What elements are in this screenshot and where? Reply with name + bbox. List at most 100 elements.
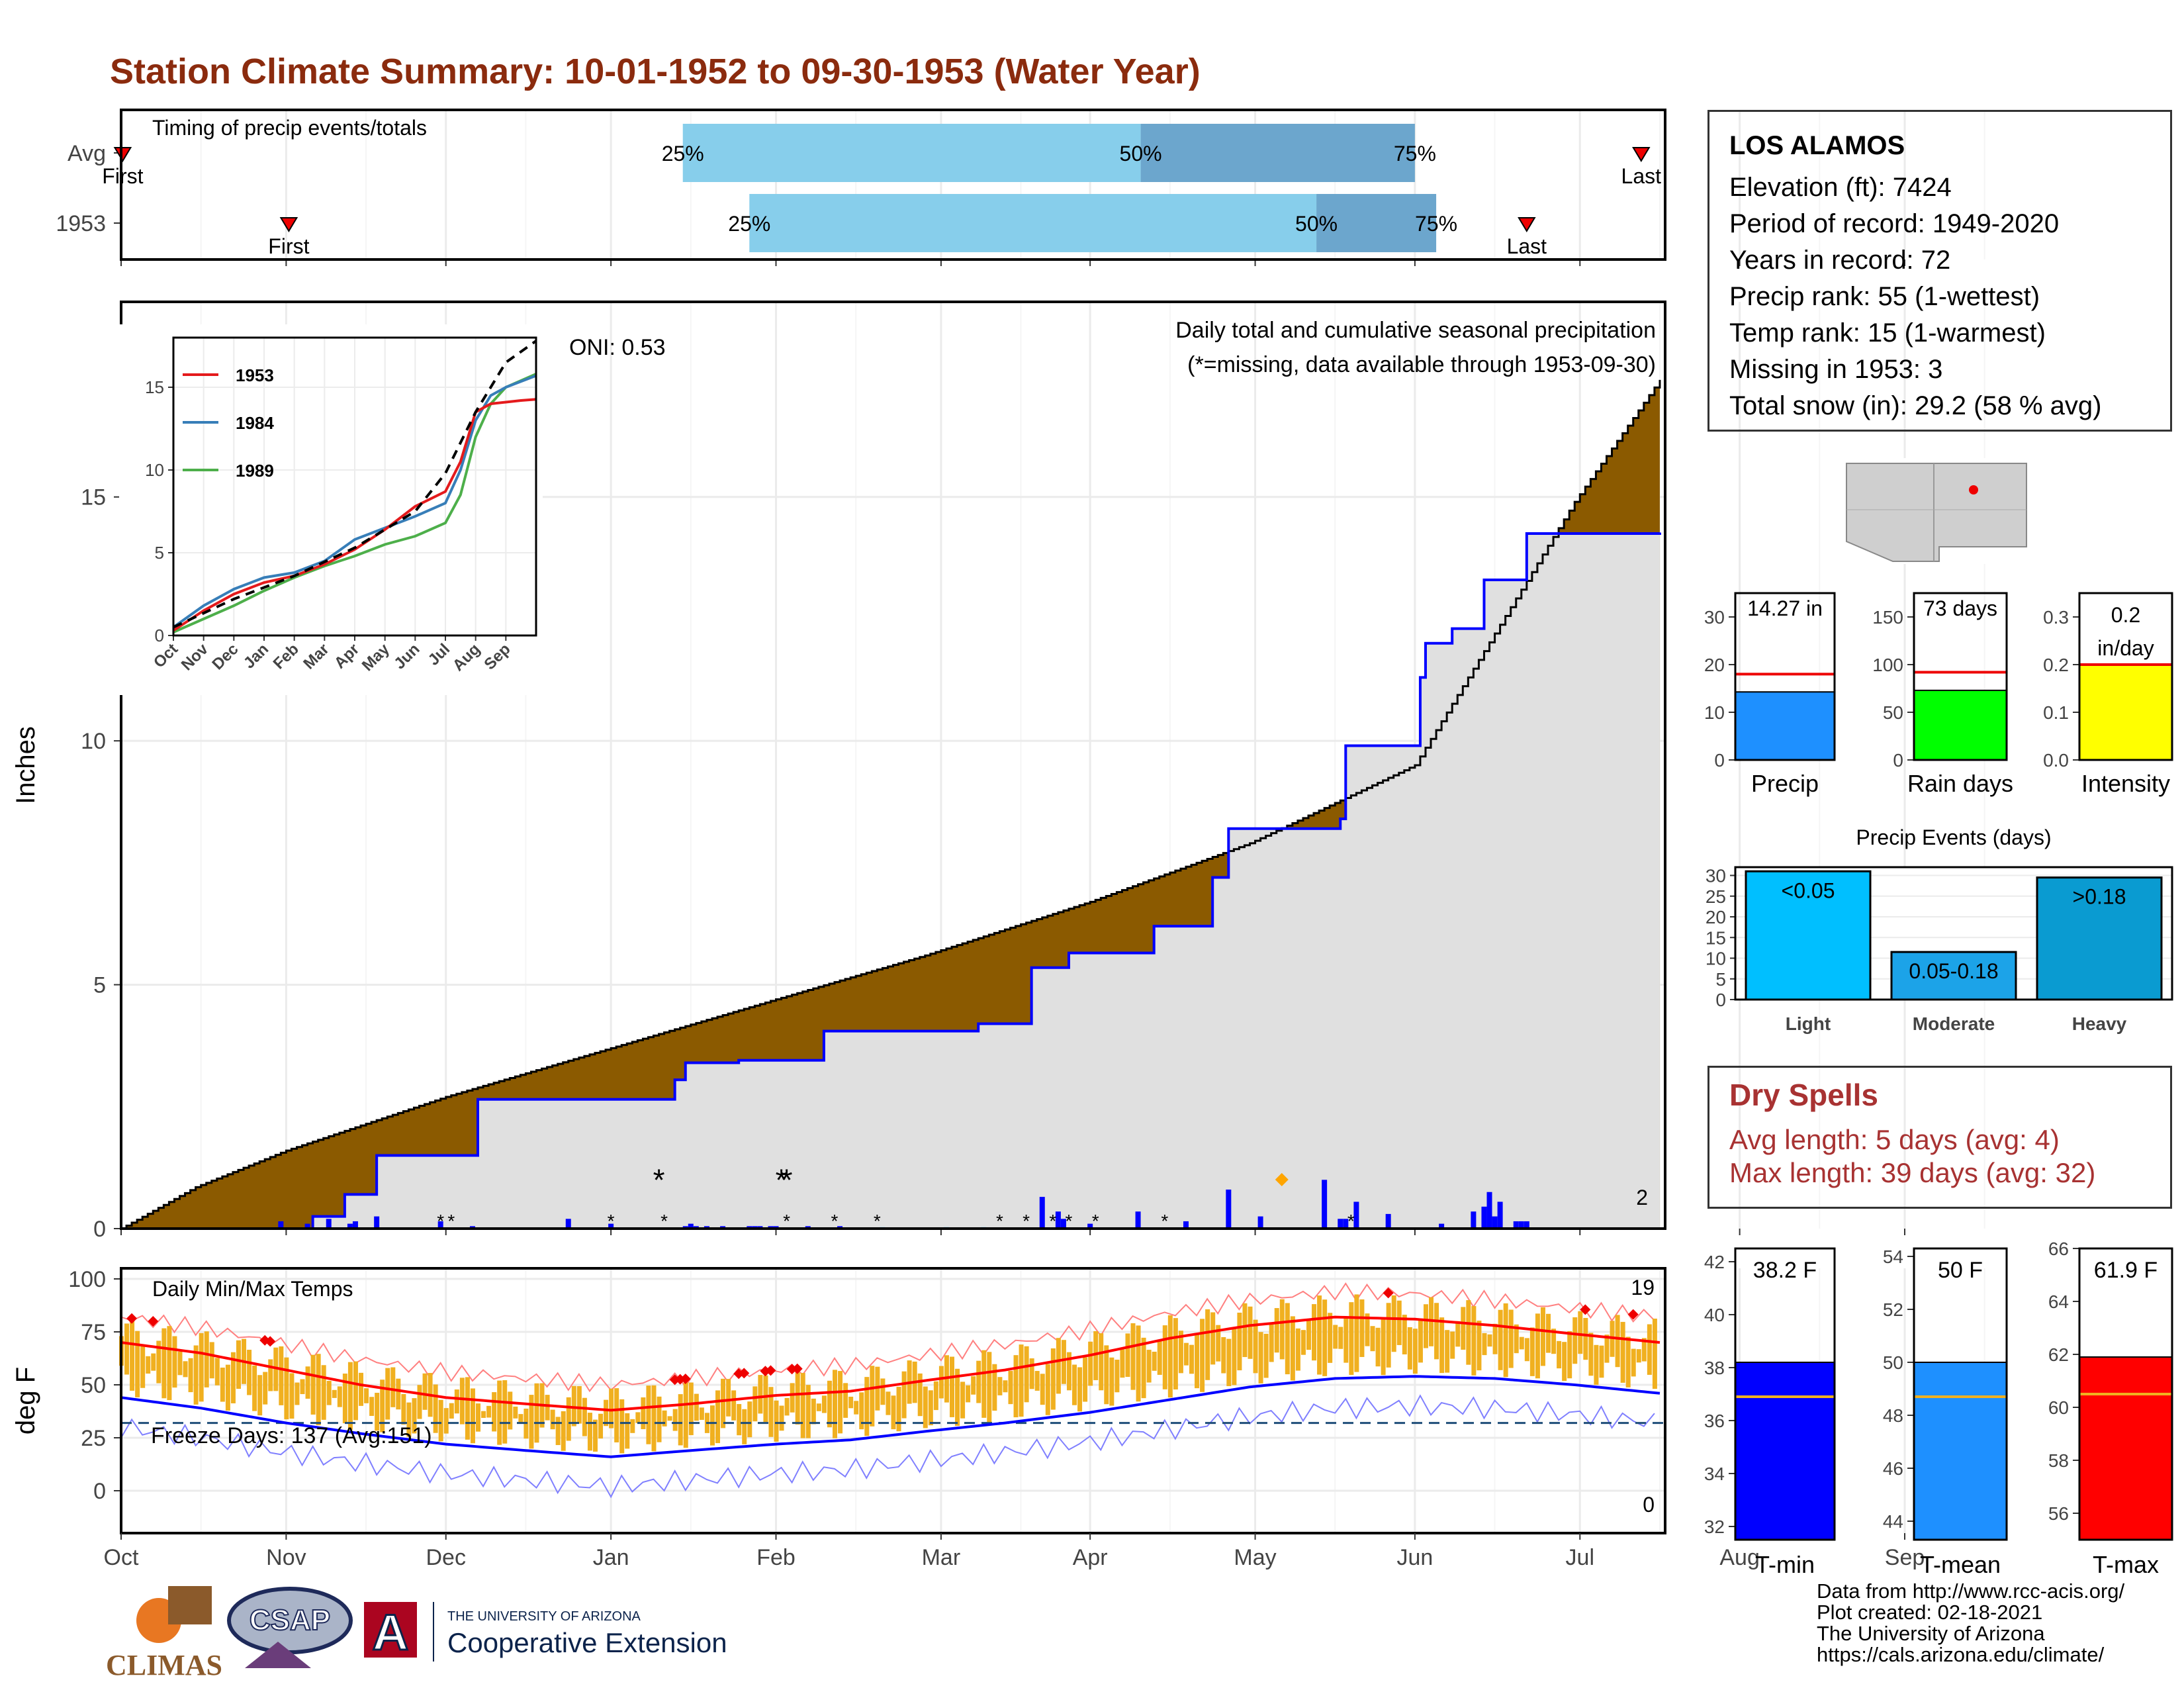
temp-means-panels: 32 34 36 38 40 42 38.2 F T-min 44 46 48 50 52 54 50 F T… — [1704, 1239, 2173, 1578]
inset-y-tick-label: 15 — [145, 377, 164, 397]
missing-day-marker: * — [776, 1162, 788, 1197]
temp-daily-range-bar — [928, 1390, 933, 1426]
trace-precip-marker: * — [783, 1211, 790, 1231]
temp-daily-range-bar — [476, 1403, 481, 1432]
temp-daily-range-bar — [587, 1413, 592, 1451]
temp-daily-range-bar — [135, 1331, 140, 1397]
temp-daily-range-bar — [295, 1382, 300, 1405]
daily-precip-bar — [437, 1221, 443, 1229]
trace-precip-marker: * — [608, 1211, 615, 1231]
temp-daily-range-bar — [859, 1392, 864, 1430]
tmeans-y-tick-label: 62 — [2048, 1344, 2069, 1365]
trace-precip-marker: * — [874, 1211, 881, 1231]
totals-y-tick-label: 30 — [1704, 607, 1725, 628]
x-tick-label: Aug — [1719, 1545, 1760, 1570]
temp-y-tick-label: 25 — [81, 1426, 106, 1451]
temp-daily-range-bar — [225, 1364, 230, 1411]
temp-daily-range-bar — [1557, 1340, 1562, 1369]
temp-daily-range-bar — [433, 1384, 438, 1433]
temp-daily-range-bar — [1056, 1338, 1061, 1394]
x-tick-label: Jul — [1566, 1545, 1594, 1570]
temp-daily-range-bar — [1322, 1299, 1328, 1376]
temp-daily-range-bar — [321, 1365, 326, 1420]
temp-daily-range-bar — [917, 1373, 923, 1417]
daily-precip-bar — [688, 1223, 694, 1229]
footer-line-date: Plot created: 02-18-2021 — [1817, 1601, 2043, 1624]
daily-precip-bar — [1343, 1219, 1349, 1229]
totals-y-tick-label: 100 — [1872, 655, 1903, 675]
record-high-marker — [669, 1374, 680, 1385]
temp-daily-range-bar — [571, 1385, 576, 1427]
timing-row-label: 1953 — [56, 211, 106, 236]
temp-daily-range-bar — [614, 1388, 619, 1442]
record-high-marker — [739, 1368, 750, 1379]
totals-y-tick-label: 0.1 — [2043, 702, 2069, 723]
trace-precip-marker: * — [437, 1211, 444, 1231]
temp-daily-range-bar — [1263, 1333, 1269, 1378]
temp-daily-range-bar — [1524, 1338, 1529, 1362]
record-high-count: 19 — [1631, 1276, 1655, 1299]
temp-daily-range-bar — [966, 1385, 971, 1403]
temp-daily-range-bar — [518, 1414, 523, 1423]
temp-daily-range-bar — [140, 1346, 146, 1388]
temp-daily-range-bar — [1354, 1294, 1359, 1372]
tmeans-y-tick-label: 66 — [2048, 1239, 2069, 1259]
events-y-tick-label: 20 — [1706, 907, 1726, 927]
inset-y-tick-label: 5 — [155, 543, 164, 563]
temp-avg-max-line — [120, 1315, 1661, 1412]
temp-daily-range-bar — [289, 1373, 295, 1419]
temp-daily-range-bar — [1386, 1303, 1391, 1368]
temp-daily-range-bar — [529, 1395, 534, 1449]
temp-daily-range-bar — [204, 1331, 209, 1387]
temp-daily-range-bar — [657, 1396, 662, 1442]
temp-daily-range-bar — [406, 1402, 412, 1437]
temp-daily-range-bar — [1104, 1345, 1109, 1405]
temp-daily-range-bar — [1195, 1334, 1200, 1389]
temp-daily-range-bar — [1029, 1358, 1034, 1389]
temp-daily-range-bar — [156, 1340, 161, 1383]
cum-subtitle: (*=missing, data available through 1953-… — [1187, 352, 1656, 377]
temp-daily-range-bar — [1508, 1309, 1514, 1368]
temp-daily-range-bar — [1173, 1318, 1178, 1390]
timing-p25-label: 25% — [662, 142, 704, 165]
record-high-marker — [148, 1316, 159, 1327]
timing-first-marker — [279, 217, 298, 232]
daily-precip-bar — [304, 1223, 310, 1229]
station-missing: Missing in 1953: 3 — [1729, 355, 1943, 384]
dry-spells-max: Max length: 39 days (avg: 32) — [1729, 1157, 2096, 1188]
temp-daily-range-bar — [1402, 1315, 1407, 1355]
events-y-tick-label: 25 — [1706, 886, 1726, 907]
temp-daily-range-bar — [715, 1390, 721, 1444]
temp-daily-range-bar — [1258, 1332, 1263, 1383]
temp-daily-range-bar — [992, 1364, 997, 1411]
temp-daily-range-bar — [747, 1401, 752, 1438]
temp-daily-range-bar — [758, 1375, 763, 1414]
temp-daily-range-bar — [305, 1366, 310, 1399]
x-tick-label: Nov — [266, 1545, 306, 1570]
temp-daily-range-bar — [1487, 1334, 1492, 1347]
totals-top-label: 14.27 in — [1747, 596, 1823, 620]
tmeans-top-label: 38.2 F — [1753, 1258, 1817, 1283]
temp-y-axis-label: deg F — [11, 1367, 40, 1434]
temp-daily-range-bar — [1141, 1337, 1146, 1399]
temp-daily-range-bar — [193, 1345, 199, 1405]
temp-daily-range-bar — [396, 1378, 401, 1410]
temp-daily-range-bar — [151, 1353, 156, 1371]
temp-daily-range-bar — [1466, 1300, 1471, 1365]
temp-daily-range-bar — [630, 1419, 635, 1433]
temp-daily-range-bar — [508, 1391, 513, 1430]
temp-daily-range-bar — [1034, 1371, 1040, 1391]
temp-daily-range-bar — [576, 1385, 582, 1424]
totals-y-tick-label: 0 — [1714, 750, 1725, 771]
temp-daily-range-bar — [273, 1347, 279, 1391]
record-high-marker — [265, 1336, 276, 1347]
temp-record-high-line — [120, 1282, 1655, 1393]
temp-daily-range-bar — [1109, 1357, 1115, 1406]
temp-daily-range-bar — [257, 1375, 263, 1416]
tmeans-y-tick-label: 50 — [1883, 1352, 1903, 1373]
timing-first-marker — [113, 147, 132, 162]
daily-precip-bar — [278, 1221, 284, 1229]
map-states-shape — [1846, 463, 2027, 562]
temp-daily-range-bar — [784, 1397, 790, 1416]
temp-daily-range-bar — [1492, 1323, 1498, 1354]
